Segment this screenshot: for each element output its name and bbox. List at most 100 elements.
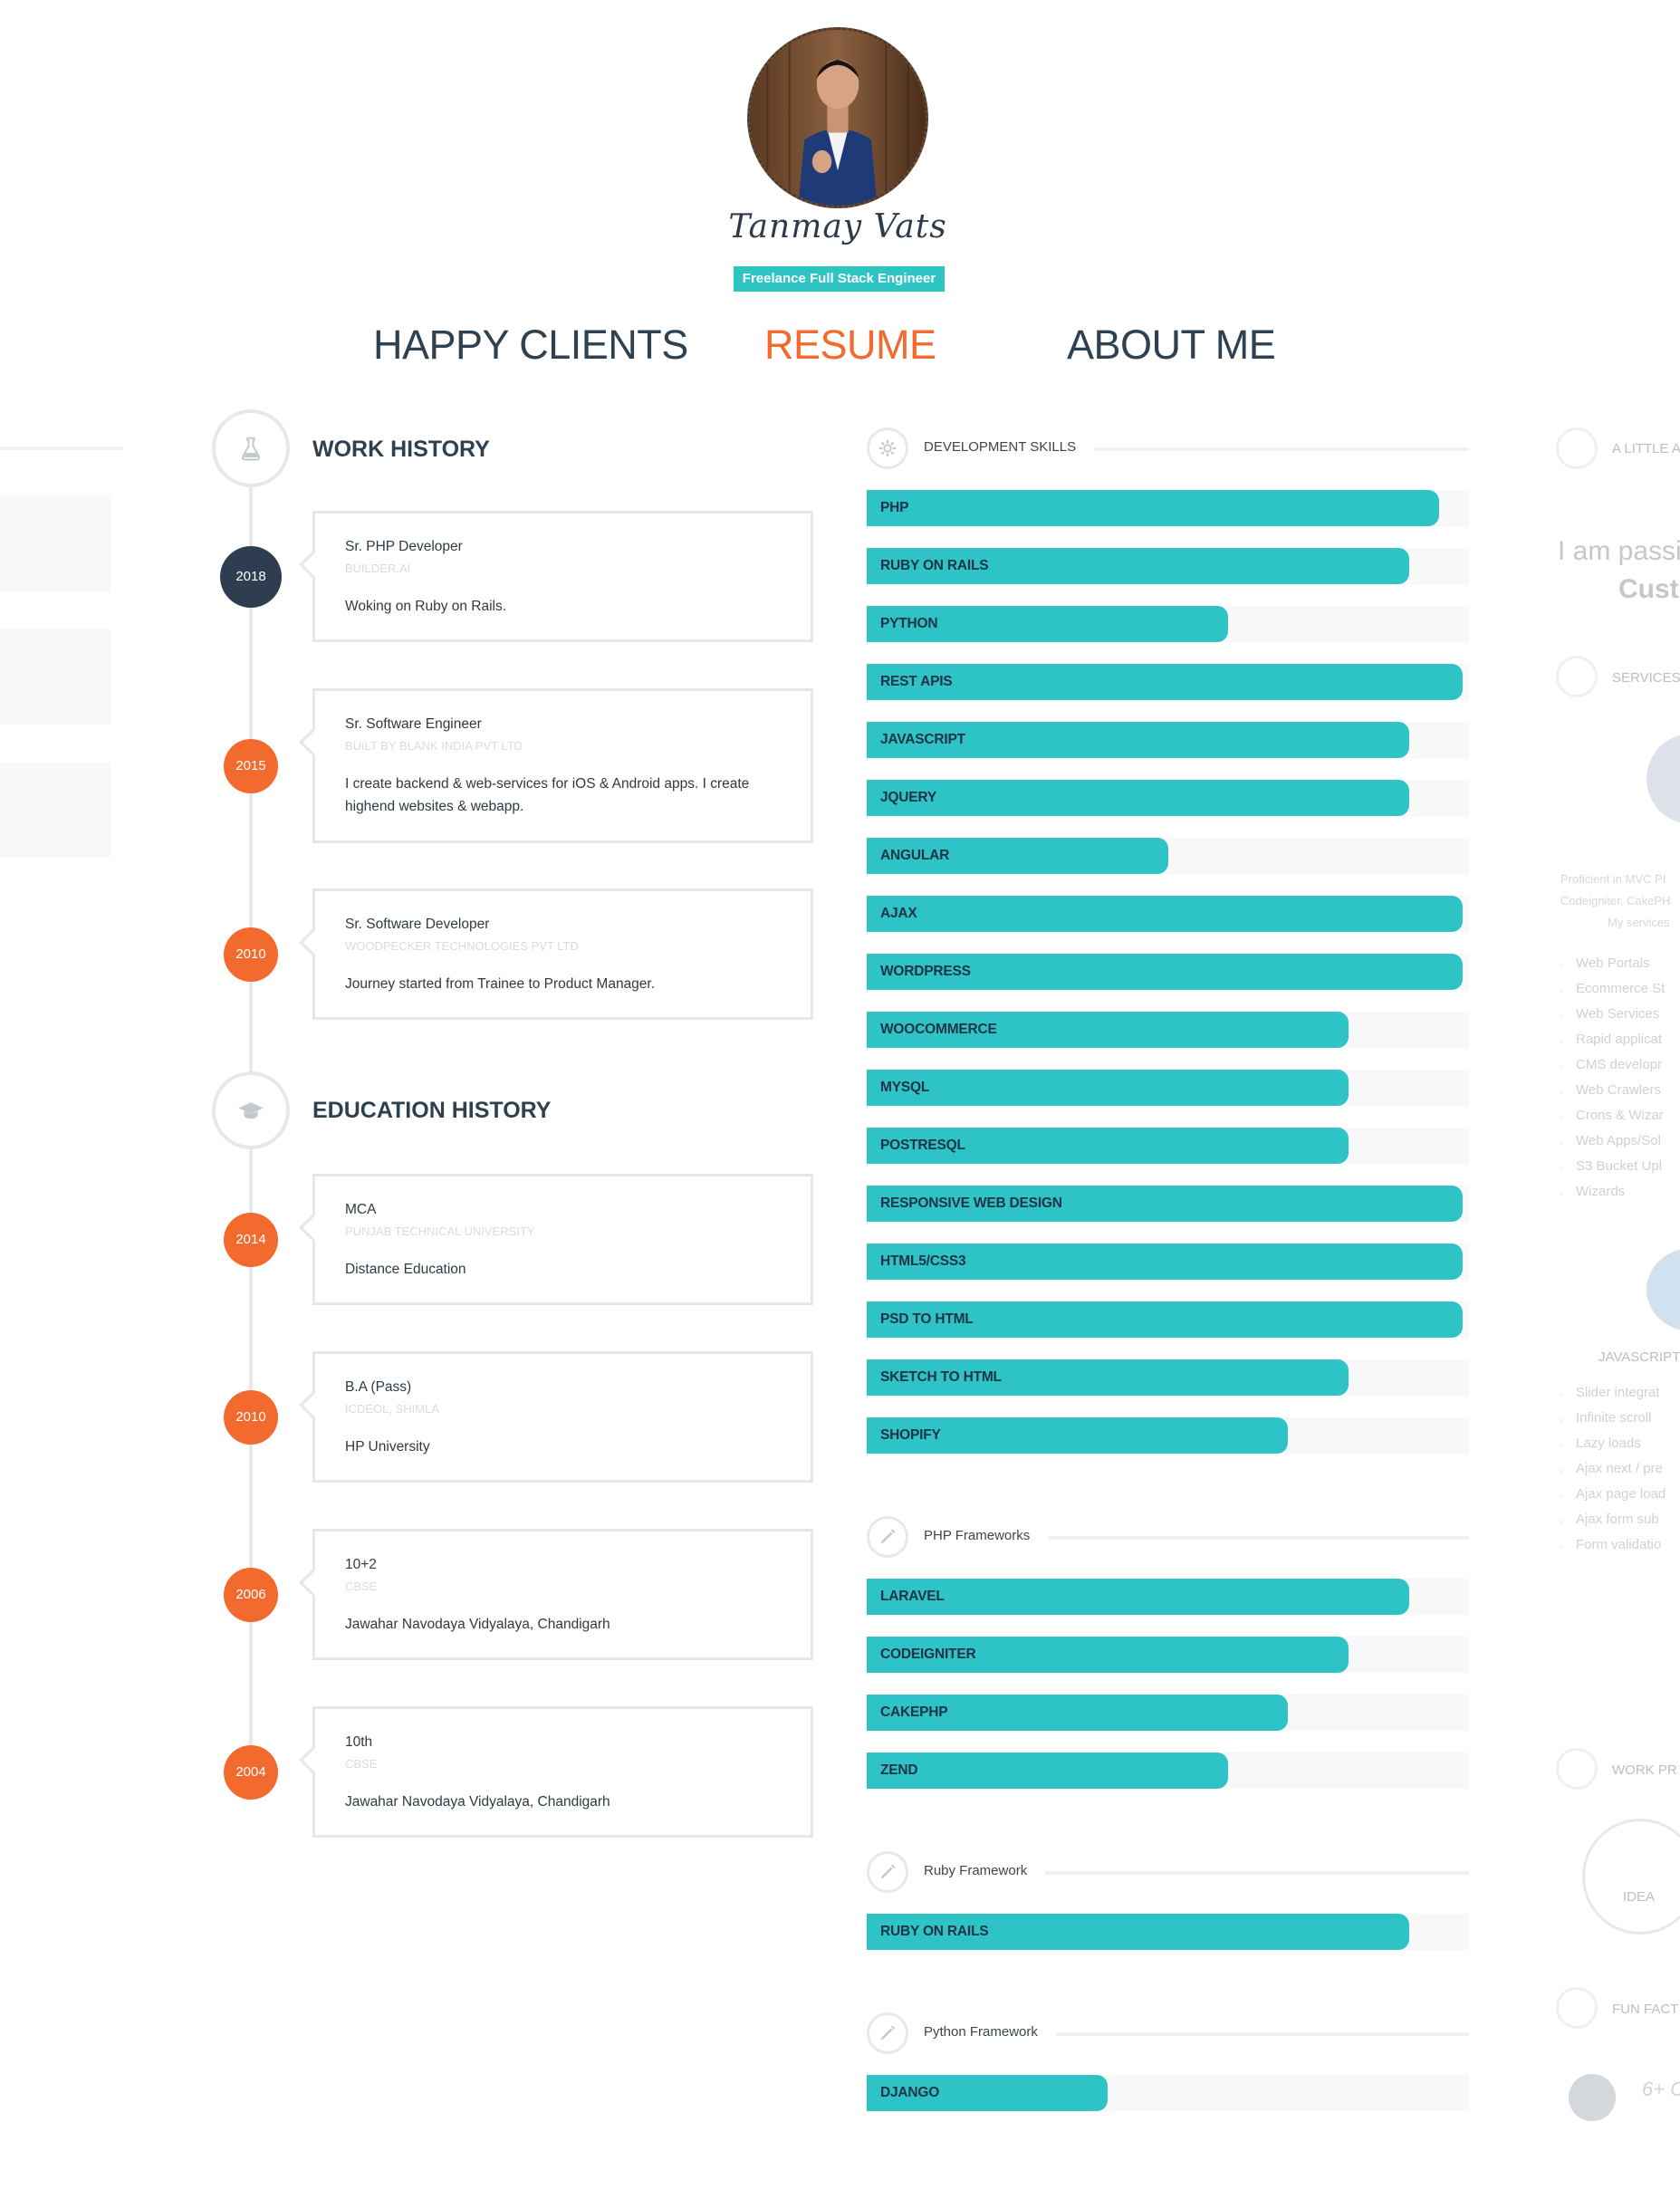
skill-name: RESPONSIVE WEB DESIGN: [880, 1196, 1062, 1211]
work-card: Sr. Software Developer WOODPECKER TECHNOL…: [312, 888, 813, 1020]
education-card-desc: Distance Education: [345, 1262, 466, 1277]
main-nav: HAPPY CLIENTS RESUME ABOUT ME: [0, 322, 1680, 376]
list-icon: [1556, 1748, 1598, 1790]
skill-bar-track: PHP: [867, 490, 1469, 526]
work-card-desc: Woking on Ruby on Rails.: [345, 599, 507, 614]
js-logo: [1646, 1248, 1680, 1331]
timeline-year-badge: 2015: [224, 738, 278, 793]
pencil-icon: [1556, 656, 1598, 697]
js-heading: JAVASCRIPT: [1598, 1349, 1680, 1365]
idea-label: IDEA: [1623, 1889, 1656, 1905]
service-list-item: Ecommerce St: [1560, 976, 1665, 1003]
php-desc-2: Codeigniter, CakePH: [1560, 894, 1671, 907]
skill-bar-fill: [867, 1012, 1349, 1048]
skill-bar-track: REST APIS: [867, 664, 1469, 700]
skill-bar-fill: [867, 1637, 1349, 1673]
php-desc-3: My services: [1608, 916, 1670, 929]
service-list-item: Wizards: [1560, 1179, 1665, 1205]
skill-bar-track: RESPONSIVE WEB DESIGN: [867, 1186, 1469, 1222]
skill-name: ANGULAR: [880, 848, 950, 863]
profile-photo: [747, 27, 928, 208]
nav-happy-clients[interactable]: HAPPY CLIENTS: [373, 322, 688, 368]
skill-name: CODEIGNITER: [880, 1647, 976, 1662]
skill-group-rule: [924, 1536, 1469, 1540]
about-intro-line1: I am passi: [1558, 536, 1680, 566]
education-card-org: PUNJAB TECHNICAL UNIVERSITY: [345, 1224, 535, 1238]
timeline-year-badge: 2014: [224, 1212, 278, 1267]
skill-group-rule: [924, 2032, 1469, 2036]
skill-bar-track: ANGULAR: [867, 838, 1469, 874]
skill-group-rule: [924, 1871, 1469, 1875]
skill-bar-track: WOOCOMMERCE: [867, 1012, 1469, 1048]
service-list-item: Rapid applicat: [1560, 1027, 1665, 1053]
service-list-item: Slider integrat: [1560, 1380, 1666, 1407]
education-card-org: CBSE: [345, 1757, 378, 1771]
education-card: 10th CBSE Jawahar Navodaya Vidyalaya, Chan…: [312, 1706, 813, 1838]
work-card: Sr. Software Engineer BUILT BY BLANK INDI…: [312, 688, 813, 843]
skill-bar-track: MYSQL: [867, 1070, 1469, 1106]
skill-name: RUBY ON RAILS: [880, 1924, 989, 1939]
skill-group-title: PHP Frameworks: [924, 1528, 1049, 1543]
skill-bar-track: JAVASCRIPT: [867, 722, 1469, 758]
skill-name: REST APIS: [880, 674, 953, 689]
pencil-icon: [867, 2012, 908, 2054]
service-list-item: Web Services: [1560, 1002, 1665, 1028]
skill-name: MYSQL: [880, 1080, 930, 1095]
prev-panel-block: [0, 629, 110, 725]
prev-panel-block: [0, 763, 110, 858]
service-list-item: Ajax form sub: [1560, 1507, 1666, 1533]
graduation-cap-icon: [212, 1071, 290, 1149]
skill-bar-track: DJANGO: [867, 2075, 1469, 2111]
skill-group-title: Ruby Framework: [924, 1863, 1046, 1878]
skill-name: HTML5/CSS3: [880, 1253, 966, 1269]
profile-name: Tanmay Vats: [728, 208, 947, 245]
timeline-year-badge: 2004: [224, 1744, 278, 1800]
skill-bar-fill: [867, 664, 1463, 700]
service-list-item: Crons & Wizar: [1560, 1103, 1665, 1129]
skill-bar-fill: [867, 1301, 1463, 1338]
skill-name: WORDPRESS: [880, 964, 971, 979]
nav-about-me[interactable]: ABOUT ME: [1067, 322, 1276, 368]
skill-group-header: PHP Frameworks: [867, 1516, 1469, 1558]
skill-group-title: Python Framework: [924, 2024, 1056, 2040]
skill-bar-fill: [867, 1186, 1463, 1222]
skill-bar-track: ZEND: [867, 1752, 1469, 1789]
user-icon: [1556, 427, 1598, 469]
fun-fact-value: 6+ C: [1642, 2078, 1680, 2100]
skill-bar-fill: [867, 1070, 1349, 1106]
skill-bar-fill: [867, 896, 1463, 932]
prev-panel-divider: [0, 447, 123, 450]
skill-name: PHP: [880, 500, 909, 515]
service-list-item: CMS developr: [1560, 1052, 1665, 1079]
skill-bar-fill: [867, 1417, 1288, 1454]
skill-bar-fill: [867, 1244, 1463, 1280]
skill-bar-track: POSTRESQL: [867, 1128, 1469, 1164]
skill-bar-track: PSD TO HTML: [867, 1301, 1469, 1338]
service-list-item: Lazy loads: [1560, 1431, 1666, 1457]
timeline-year-badge: 2018: [220, 545, 282, 608]
skill-name: SKETCH TO HTML: [880, 1369, 1002, 1385]
work-card: Sr. PHP Developer BUILDER.AI Woking on Rub…: [312, 511, 813, 642]
skill-bar-fill: [867, 1914, 1409, 1950]
education-card-desc: Jawahar Navodaya Vidyalaya, Chandigarh: [345, 1794, 610, 1810]
skill-name: DJANGO: [880, 2085, 940, 2100]
service-list-item: Web Crawlers: [1560, 1078, 1665, 1104]
skill-bar-track: WORDPRESS: [867, 954, 1469, 990]
skill-bar-fill: [867, 1128, 1349, 1164]
skill-group-title: DEVELOPMENT SKILLS: [924, 439, 1095, 455]
skill-bar-fill: [867, 838, 1168, 874]
education-card-title: 10+2: [345, 1557, 377, 1572]
pencil-icon: [867, 1851, 908, 1893]
service-list-item: Infinite scroll: [1560, 1406, 1666, 1432]
skill-bar-fill: [867, 1752, 1228, 1789]
nav-resume[interactable]: RESUME: [764, 322, 936, 368]
service-list-item: Ajax next / pre: [1560, 1456, 1666, 1483]
service-list-item: Ajax page load: [1560, 1482, 1666, 1508]
skill-bar-track: RUBY ON RAILS: [867, 548, 1469, 584]
service-list-item: Web Apps/Sol: [1560, 1128, 1665, 1155]
skill-bar-track: SHOPIFY: [867, 1417, 1469, 1454]
education-card-desc: HP University: [345, 1439, 430, 1455]
services-heading: SERVICES: [1612, 670, 1680, 686]
skill-name: WOOCOMMERCE: [880, 1022, 997, 1037]
skill-bar-track: LARAVEL: [867, 1579, 1469, 1615]
